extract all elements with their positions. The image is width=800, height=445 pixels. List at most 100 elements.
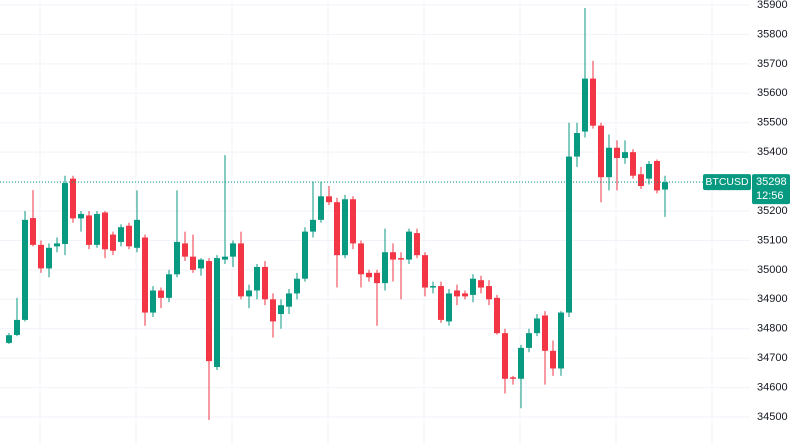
candle-body — [238, 243, 244, 297]
candle-body — [286, 293, 292, 307]
candle-body — [558, 312, 564, 369]
candle-body — [30, 218, 36, 245]
candle-body — [574, 133, 580, 157]
candle-body — [542, 315, 548, 351]
candle-body — [518, 347, 524, 379]
candle-body — [526, 333, 532, 348]
candle-body — [6, 335, 12, 343]
y-tick-label: 35400 — [757, 146, 788, 158]
candle-body — [622, 152, 628, 159]
candle-body — [422, 255, 428, 288]
candle-body — [398, 258, 404, 260]
candle-body — [342, 199, 348, 256]
candle-body — [374, 272, 380, 284]
last-price-label: 35298 — [756, 176, 787, 188]
candle-body — [318, 196, 324, 220]
y-tick-label: 34800 — [757, 323, 788, 335]
candle-body — [502, 333, 508, 379]
candle-body — [534, 318, 540, 334]
candle-body — [582, 78, 588, 132]
candle-body — [446, 293, 452, 322]
candle-body — [222, 256, 228, 260]
candle-body — [142, 237, 148, 313]
candle-body — [598, 125, 604, 178]
candle-body — [270, 299, 276, 322]
candle-body — [606, 147, 612, 178]
price-label-box — [752, 174, 790, 205]
candle-body — [134, 219, 140, 248]
candle-body — [366, 272, 372, 278]
candle-body — [550, 350, 556, 369]
y-tick-label: 35600 — [757, 87, 788, 99]
candle-body — [166, 274, 172, 298]
candle-body — [254, 266, 260, 291]
candle-body — [334, 202, 340, 256]
y-tick-label: 34500 — [757, 411, 788, 423]
candle-body — [654, 160, 660, 191]
candle-body — [630, 152, 636, 176]
candle-body — [438, 286, 444, 320]
y-tick-label: 35700 — [757, 58, 788, 70]
candle-body — [486, 286, 492, 300]
candle-body — [94, 213, 100, 245]
candle-body — [102, 212, 108, 250]
candle-body — [662, 182, 668, 190]
symbol-label-box — [703, 174, 751, 191]
candle-body — [198, 259, 204, 269]
candle-body — [462, 293, 468, 297]
candle-body — [262, 266, 268, 300]
candle-body — [566, 156, 572, 313]
candle-body — [510, 377, 516, 379]
candle-body — [646, 163, 652, 179]
candle-body — [246, 290, 252, 297]
candle-body — [14, 319, 20, 335]
candle-body — [230, 243, 236, 257]
y-tick-label: 35200 — [757, 205, 788, 217]
candle-body — [86, 215, 92, 245]
symbol-label: BTCUSD — [705, 176, 749, 188]
y-tick-label: 35100 — [757, 234, 788, 246]
candle-body — [46, 247, 52, 269]
candle-body — [638, 174, 644, 187]
candle-body — [118, 227, 124, 242]
candle-body — [278, 305, 284, 315]
candle-body — [414, 233, 420, 256]
y-tick-label: 35000 — [757, 264, 788, 276]
y-tick-label: 35800 — [757, 28, 788, 40]
candle-body — [62, 183, 68, 244]
candle-body — [78, 213, 84, 219]
y-tick-label: 34900 — [757, 293, 788, 305]
candle-body — [350, 199, 356, 244]
candle-body — [454, 290, 460, 297]
candle-body — [310, 219, 316, 232]
candle-body — [206, 261, 212, 362]
candle-body — [158, 290, 164, 298]
candle-body — [174, 241, 180, 275]
y-tick-label: 35500 — [757, 117, 788, 129]
candle-body — [22, 219, 28, 320]
candle-body — [190, 256, 196, 270]
candle-body — [382, 252, 388, 284]
candle-body — [406, 231, 412, 260]
y-tick-label: 34700 — [757, 352, 788, 364]
y-tick-label: 35900 — [757, 0, 788, 11]
candle-body — [614, 147, 620, 159]
candle-body — [126, 225, 132, 247]
candle-body — [54, 243, 60, 247]
candle-body — [70, 178, 76, 219]
candle-body — [590, 78, 596, 126]
candle-body — [110, 234, 116, 251]
candle-body — [182, 243, 188, 257]
y-tick-label: 34600 — [757, 382, 788, 394]
candle-body — [494, 297, 500, 334]
candle-body — [302, 231, 308, 279]
countdown-label: 12:56 — [756, 190, 784, 202]
time-grid — [39, 0, 713, 445]
candle-body — [390, 252, 396, 260]
candle-body — [326, 196, 332, 203]
candle-body — [470, 278, 476, 295]
candle-body — [150, 290, 156, 313]
candle-body — [358, 243, 364, 275]
candle-body — [214, 258, 220, 368]
